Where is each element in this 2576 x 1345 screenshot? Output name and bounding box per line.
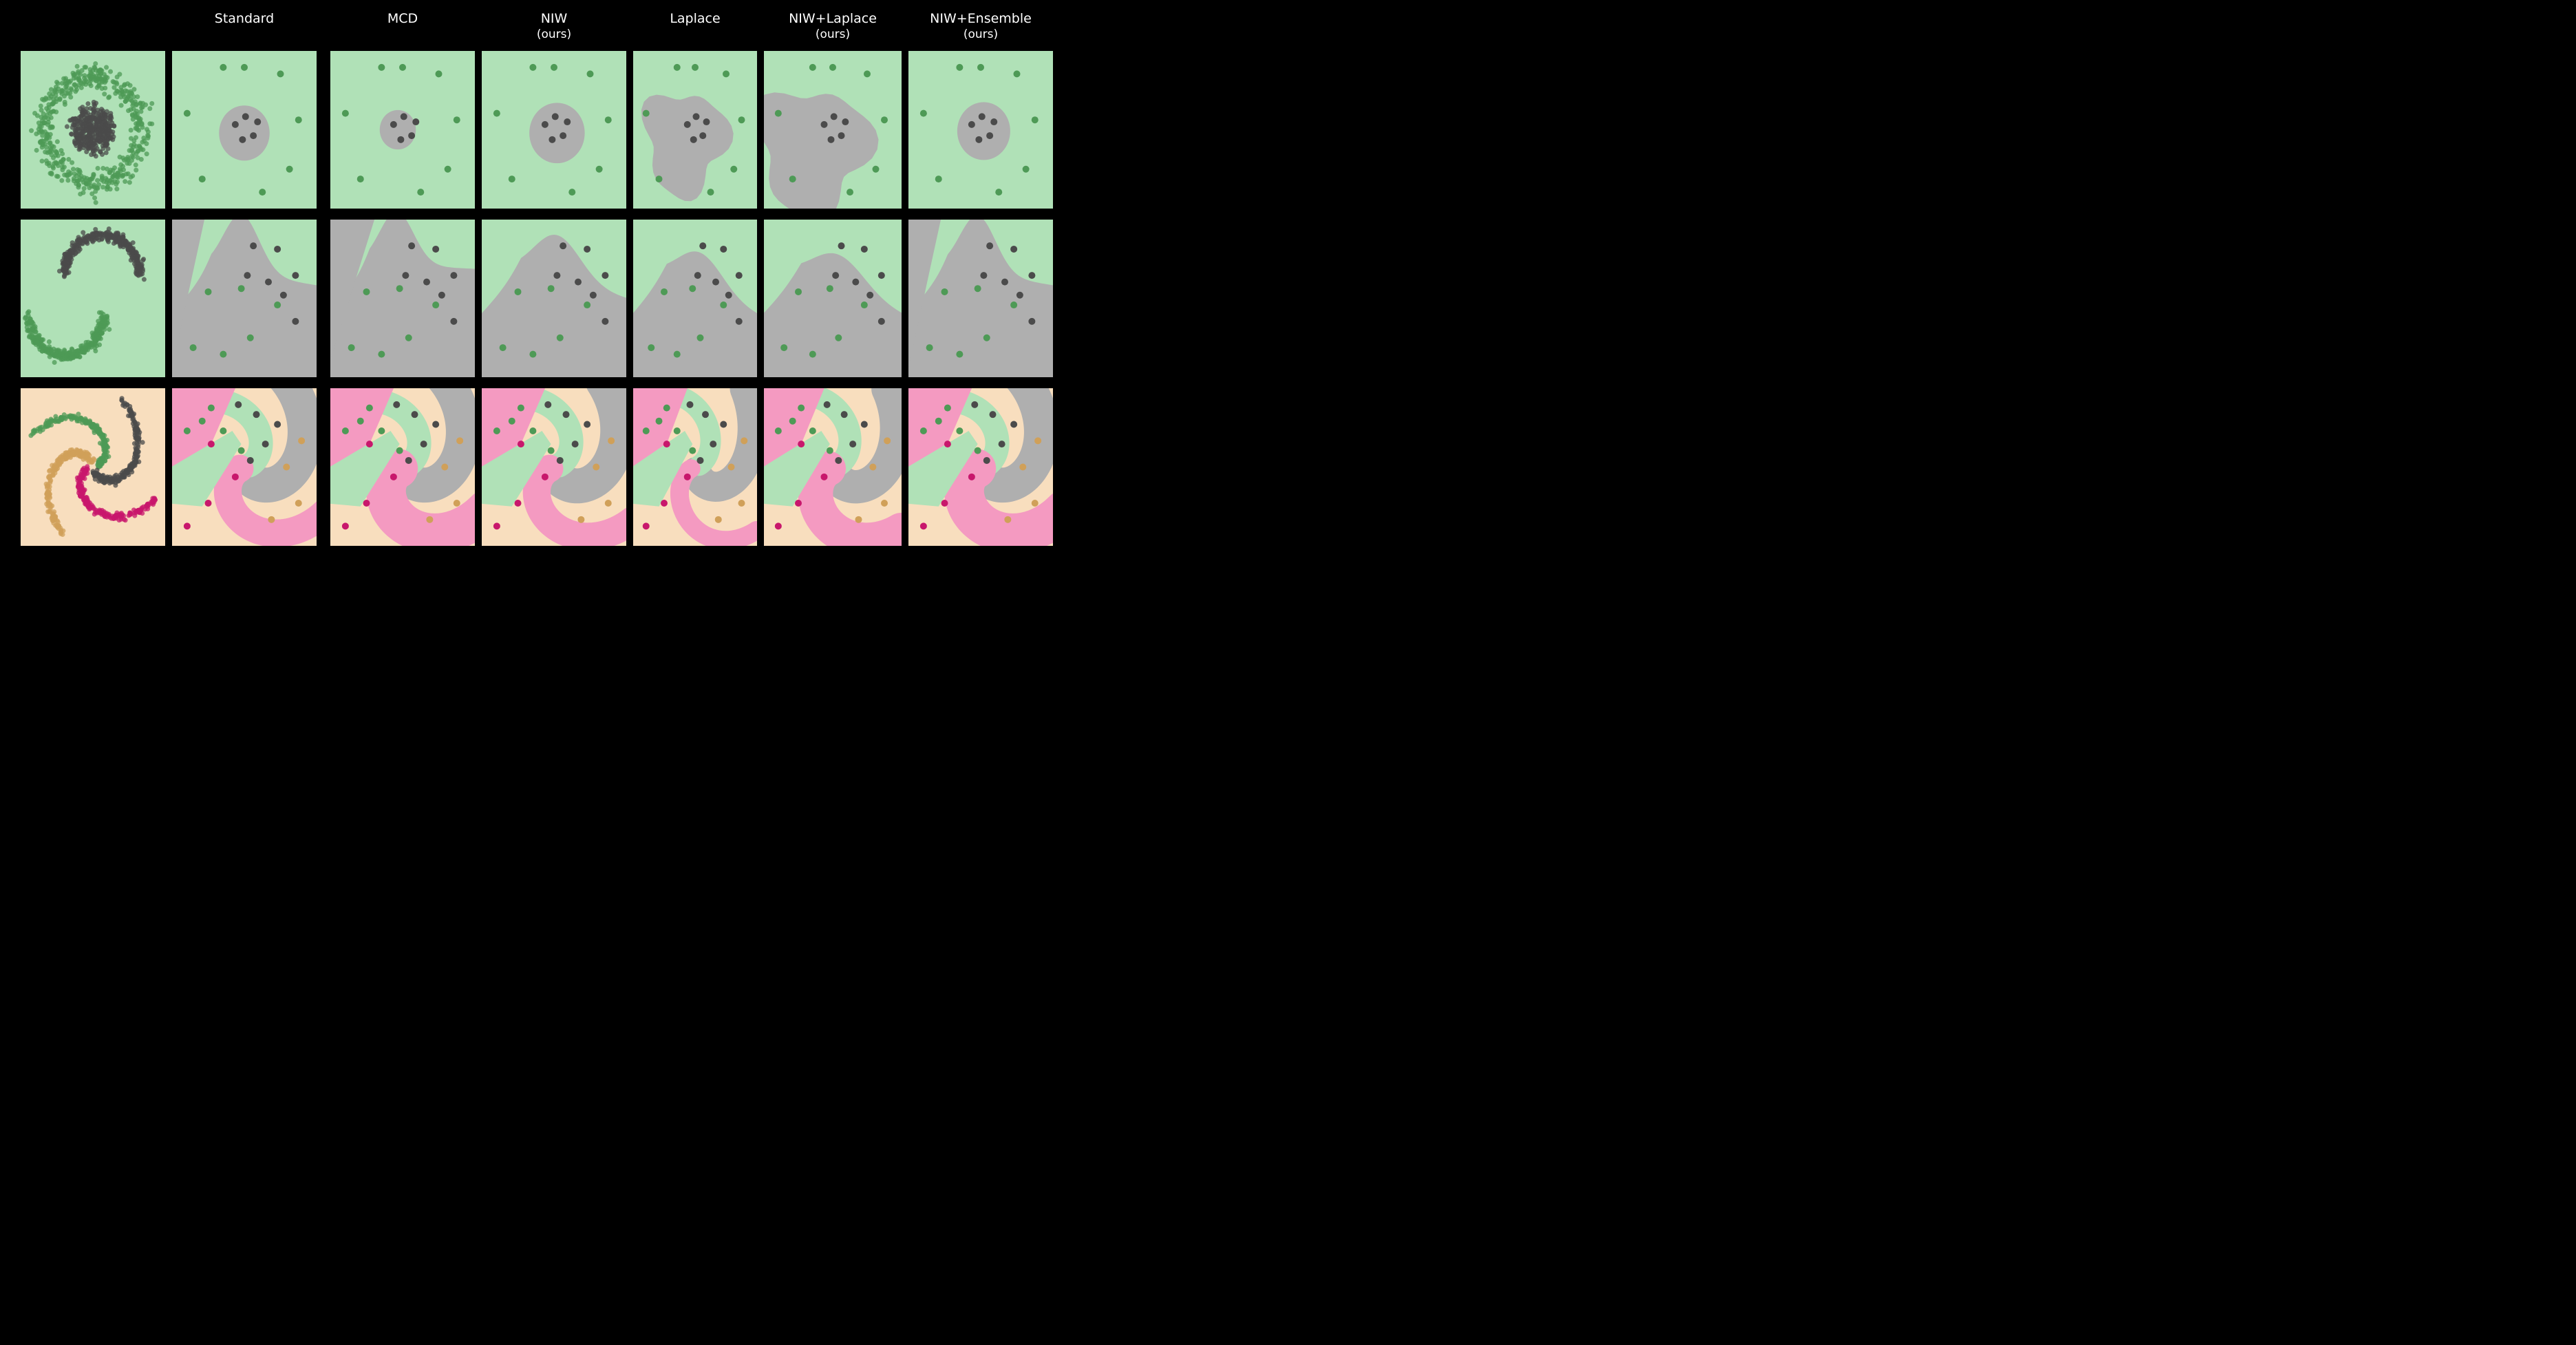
column-title-text: NIW+Laplace bbox=[789, 11, 877, 26]
column-title-text: NIW bbox=[541, 11, 568, 26]
panel-spirals-train bbox=[21, 388, 165, 546]
figure-grid: Standard MCD NIW (ours) Laplace NIW+Laplace (o… bbox=[0, 0, 1060, 544]
panel-circles-mcd bbox=[330, 51, 475, 209]
column-title-text: Laplace bbox=[670, 11, 720, 26]
column-subtitle-text: (ours) bbox=[482, 28, 626, 41]
panel-spirals-laplace bbox=[633, 388, 757, 546]
panel-moons-laplace bbox=[633, 220, 757, 377]
panel-moons-niwl bbox=[764, 220, 902, 377]
panel-moons-ensemble bbox=[908, 220, 1053, 377]
column-title-standard: Standard bbox=[172, 11, 317, 26]
panel-spirals-mcd bbox=[330, 388, 475, 546]
column-title-niw: NIW (ours) bbox=[482, 11, 626, 41]
panel-circles-train bbox=[21, 51, 165, 209]
panel-spirals-standard bbox=[172, 388, 317, 546]
panel-circles-niwl bbox=[764, 51, 902, 209]
panel-moons-train bbox=[21, 220, 165, 377]
column-title-niwl: NIW+Laplace (ours) bbox=[764, 11, 902, 41]
column-title-text: MCD bbox=[387, 11, 418, 26]
panel-spirals-niwl bbox=[764, 388, 902, 546]
panel-circles-standard bbox=[172, 51, 317, 209]
column-title-mcd: MCD bbox=[330, 11, 475, 26]
panel-spirals-niw bbox=[482, 388, 626, 546]
panel-moons-standard bbox=[172, 220, 317, 377]
column-title-text: NIW+Ensemble bbox=[930, 11, 1032, 26]
column-subtitle-text: (ours) bbox=[908, 28, 1053, 41]
panel-moons-niw bbox=[482, 220, 626, 377]
panel-moons-mcd bbox=[330, 220, 475, 377]
panel-circles-niw bbox=[482, 51, 626, 209]
panel-circles-ensemble bbox=[908, 51, 1053, 209]
column-subtitle-text: (ours) bbox=[764, 28, 902, 41]
panel-spirals-ensemble bbox=[908, 388, 1053, 546]
column-title-laplace: Laplace bbox=[633, 11, 757, 26]
column-title-text: Standard bbox=[215, 11, 274, 26]
column-title-ensemble: NIW+Ensemble (ours) bbox=[908, 11, 1053, 41]
panel-circles-laplace bbox=[633, 51, 757, 209]
